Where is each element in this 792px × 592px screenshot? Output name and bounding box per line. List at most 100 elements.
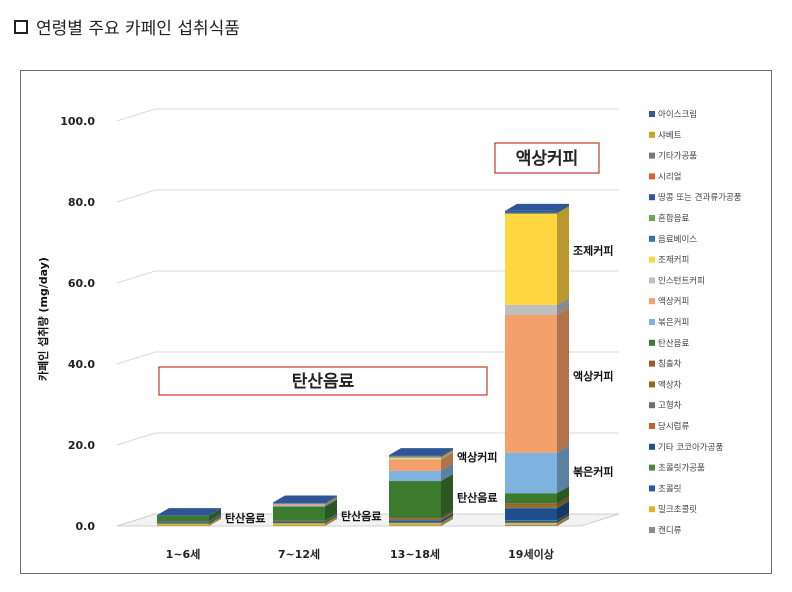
bar-segment	[389, 455, 441, 457]
gridline-slant	[116, 270, 156, 284]
legend-item-label: 땅콩 또는 견과류가공품	[658, 192, 742, 203]
bar-segment-side	[557, 203, 569, 213]
bar-segment-side	[325, 499, 337, 521]
legend-item-label: 탄산음료	[658, 338, 689, 349]
series-annotation: 액상커피	[573, 369, 613, 383]
bar-segment	[157, 521, 209, 523]
legend-swatch	[649, 402, 655, 409]
bar-segment-side	[441, 450, 453, 459]
bar-segment	[505, 212, 557, 214]
bar-segment	[505, 304, 557, 315]
legend-swatch	[649, 194, 655, 201]
bar-top-cap	[389, 448, 453, 456]
legend-swatch	[649, 360, 655, 367]
legend-item-label: 밀크초콜릿	[658, 504, 697, 515]
bar-segment	[389, 519, 441, 521]
bar-segment	[505, 493, 557, 504]
gridline-slant	[116, 432, 156, 446]
legend-item-label: 조제커피	[658, 256, 689, 266]
bar-segment	[389, 458, 441, 460]
series-annotation: 탄산음료	[341, 509, 381, 523]
bar-segment-side	[557, 445, 569, 494]
bar-segment-side	[557, 513, 569, 523]
legend-swatch	[649, 111, 655, 117]
series-annotation: 탄산음료	[225, 511, 265, 525]
y-axis-label: 카페인 섭취량 (mg/day)	[36, 257, 50, 381]
bar-segment-side	[557, 501, 569, 521]
x-tick-label: 19세이상	[508, 547, 554, 561]
bar-segment	[389, 470, 441, 482]
bar-segment-side	[441, 449, 453, 457]
legend-swatch	[649, 319, 655, 325]
y-tick-label: 0.0	[76, 520, 96, 533]
bar-segment	[389, 457, 441, 459]
bar-segment	[389, 456, 441, 458]
legend-item-label: 캔디류	[658, 525, 682, 536]
bar-segment	[389, 520, 441, 521]
bar-segment	[273, 525, 325, 527]
bar-segment	[157, 515, 209, 522]
bar-segment-side	[441, 463, 453, 482]
legend-swatch	[649, 506, 655, 513]
bar-top-cap	[157, 508, 221, 516]
series-annotation: 액상커피	[457, 450, 497, 464]
legend-item-label: 인스턴트커피	[658, 275, 705, 286]
bar-segment-side	[441, 450, 453, 458]
bar-segment-side	[557, 206, 569, 305]
bar-segment-side	[441, 513, 453, 523]
legend-swatch	[649, 173, 655, 180]
bar-segment	[389, 522, 441, 526]
bar-segment	[157, 521, 209, 522]
bar-segment-side	[325, 513, 337, 522]
page-title: 연령별 주요 카페인 섭취식품	[36, 19, 240, 39]
x-tick-label: 13~18세	[390, 547, 440, 561]
gridline-slant	[116, 351, 156, 365]
bar-segment	[505, 505, 557, 508]
checkbox-square-icon	[14, 19, 28, 34]
bar-segment	[273, 523, 325, 526]
legend-swatch	[649, 131, 655, 138]
bar-segment-side	[209, 514, 221, 523]
bar-segment-side	[441, 510, 453, 519]
bar-segment	[273, 520, 325, 522]
legend-swatch	[649, 298, 655, 305]
legend-swatch	[649, 527, 655, 533]
legend-item-label: 볶은커피	[658, 318, 689, 328]
legend-swatch	[649, 464, 655, 471]
legend-item-label: 초콜릿가공품	[658, 463, 705, 474]
bar-segment	[389, 519, 441, 521]
legend-item-label: 아이스크림	[658, 109, 697, 120]
legend-swatch	[649, 485, 655, 492]
bar-segment	[273, 505, 325, 507]
bar-segment-side	[209, 508, 221, 516]
bar-segment	[505, 522, 557, 525]
bar-segment-side	[325, 514, 337, 524]
bar-segment-side	[441, 511, 453, 520]
legend-item-label: 액상커피	[658, 296, 689, 307]
legend-swatch	[649, 256, 655, 263]
legend-item-label: 기타가공품	[658, 152, 697, 162]
series-annotation: 볶은커피	[573, 464, 613, 478]
bar-segment	[389, 518, 441, 520]
bar-segment	[273, 502, 325, 504]
y-tick-label: 40.0	[68, 358, 95, 371]
bar-segment-side	[325, 495, 337, 504]
y-tick-label: 20.0	[68, 439, 95, 452]
callout-box-top	[494, 142, 600, 174]
legend-swatch	[649, 152, 655, 159]
bar-segment	[389, 520, 441, 523]
bar-segment	[505, 507, 557, 509]
y-tick-label: 100.0	[60, 115, 95, 128]
bar-segment-side	[209, 514, 221, 522]
bar-segment-side	[325, 496, 337, 506]
legend-item-label: 초콜릿	[658, 483, 682, 494]
bar-segment-side	[325, 514, 337, 522]
bar-segment	[505, 212, 557, 214]
legend-swatch	[649, 235, 655, 242]
bar-segment	[389, 481, 441, 518]
bar-segment-side	[325, 496, 337, 504]
bar-segment	[273, 521, 325, 522]
bar-segment-side	[557, 496, 569, 506]
bar-segment	[505, 213, 557, 214]
bar-segment-side	[557, 486, 569, 504]
